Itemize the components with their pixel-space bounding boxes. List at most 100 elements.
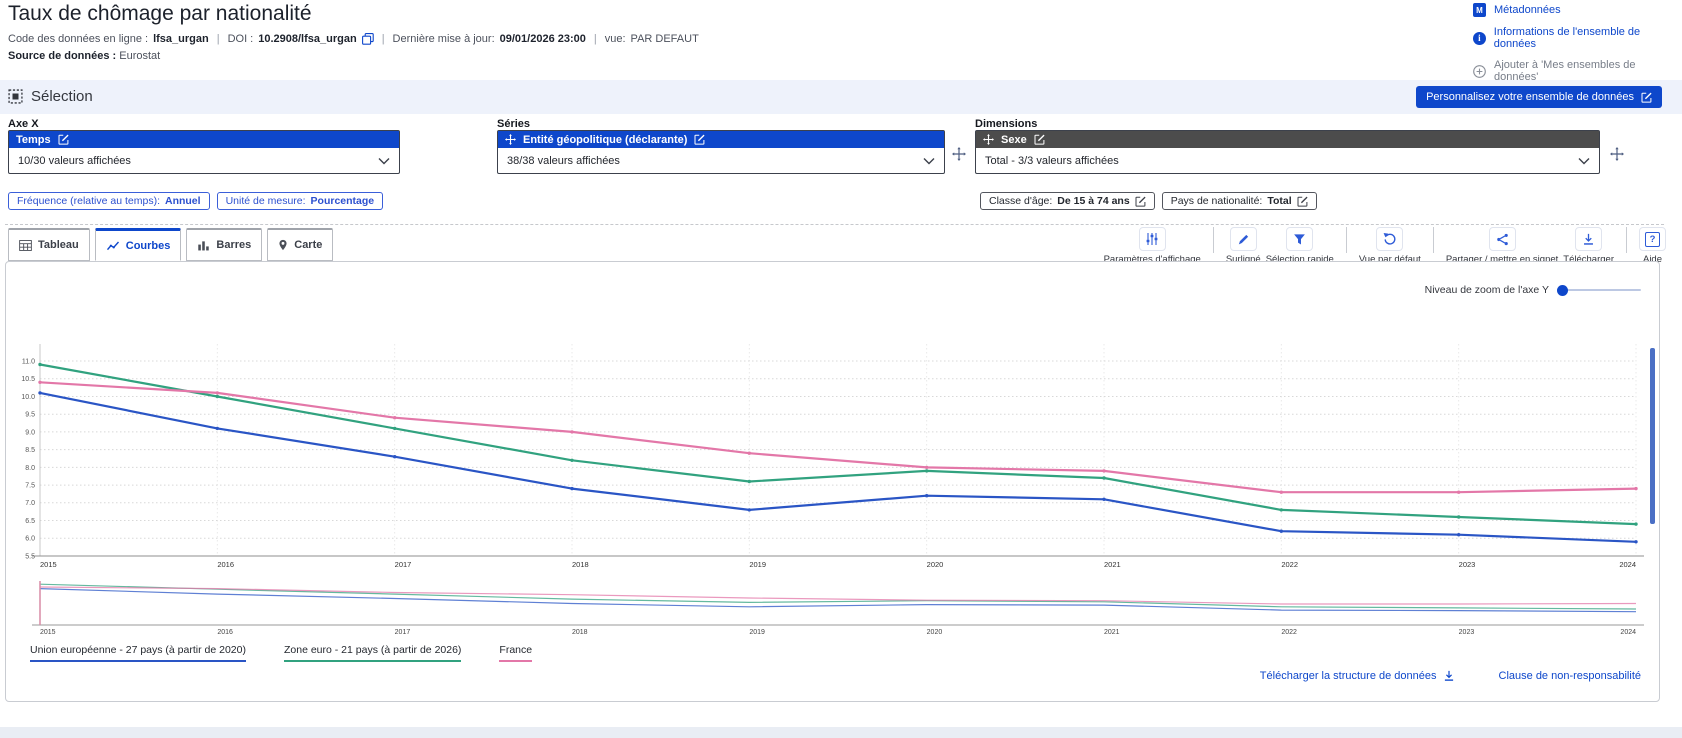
chart-toolbar: Paramètres d'affichage Surligné Sélectio… [1104, 227, 1666, 265]
move-icon[interactable] [505, 134, 516, 145]
legend-item[interactable]: France [499, 644, 532, 662]
svg-text:6.0: 6.0 [25, 536, 35, 543]
svg-text:2019: 2019 [749, 560, 766, 569]
page-title: Taux de chômage par nationalité [8, 2, 312, 26]
eurostat-data-browser: Taux de chômage par nationalité Code des… [0, 0, 1682, 738]
svg-text:2018: 2018 [572, 629, 588, 636]
sliders-icon [1145, 232, 1159, 246]
question-icon: ? [1645, 232, 1660, 247]
selection-marquee-icon [8, 89, 23, 104]
chevron-down-icon [1578, 157, 1590, 165]
highlight-button[interactable] [1230, 227, 1257, 251]
tab-carte[interactable]: Carte [267, 228, 333, 261]
table-icon [19, 240, 32, 251]
quick-selection-item: Sélection rapide [1266, 227, 1334, 265]
disclaimer-link[interactable]: Clause de non-responsabilité [1499, 670, 1641, 682]
default-view-button[interactable] [1376, 227, 1403, 251]
view-label: vue: [605, 33, 626, 45]
edit-icon[interactable] [58, 134, 69, 145]
svg-text:2021: 2021 [1104, 629, 1120, 636]
unit-chip[interactable]: Unité de mesure: Pourcentage [217, 192, 384, 210]
svg-text:2017: 2017 [395, 560, 412, 569]
funnel-icon [1293, 233, 1306, 246]
chart-panel: Niveau de zoom de l'axe Y 11.010.510.09.… [5, 261, 1660, 702]
chevron-down-icon [923, 157, 935, 165]
time-values-dropdown[interactable]: 10/30 valeurs affichées [9, 148, 399, 173]
page-footer-strip [0, 727, 1682, 738]
share-icon [1496, 233, 1509, 246]
chart-legend: Union européenne - 27 pays (à partir de … [30, 644, 532, 662]
download-structure-link[interactable]: Télécharger la structure de données [1260, 670, 1455, 682]
filter-chips-left: Fréquence (relative au temps): Annuel Un… [8, 192, 383, 210]
svg-text:11.0: 11.0 [22, 358, 35, 365]
updated-value: 09/01/2026 23:00 [500, 33, 586, 45]
default-view-item: Vue par défaut [1359, 227, 1421, 265]
pen-icon [1237, 233, 1250, 246]
view-value: PAR DEFAUT [631, 33, 699, 45]
svg-text:10.5: 10.5 [21, 376, 35, 383]
dataset-info-link[interactable]: i Informations de l'ensemble de données [1473, 26, 1682, 50]
age-class-chip[interactable]: Classe d'âge: De 15 à 74 ans [980, 192, 1155, 210]
y-axis-scrollbar[interactable] [1650, 348, 1655, 524]
view-tabs: Tableau Courbes Barres Carte [8, 228, 333, 261]
svg-text:9.5: 9.5 [25, 412, 35, 419]
download-button[interactable] [1575, 227, 1602, 251]
svg-text:2022: 2022 [1281, 560, 1298, 569]
svg-text:2017: 2017 [395, 629, 411, 636]
quick-selection-button[interactable] [1286, 227, 1313, 251]
selection-title: Sélection [8, 88, 93, 105]
svg-text:5.5: 5.5 [25, 553, 35, 560]
legend-item[interactable]: Union européenne - 27 pays (à partir de … [30, 644, 246, 662]
tab-tableau[interactable]: Tableau [8, 228, 90, 261]
svg-text:2016: 2016 [217, 560, 234, 569]
overview-chart[interactable]: 2015201620172018201920202021202220232024 [14, 578, 1650, 636]
sex-dimension-header: Sexe [976, 131, 1599, 148]
sex-values-dropdown[interactable]: Total - 3/3 valeurs affichées [976, 148, 1599, 173]
move-dimensions-handle-icon[interactable] [1610, 147, 1624, 161]
move-icon[interactable] [983, 134, 994, 145]
metadata-icon: M [1473, 3, 1486, 17]
svg-text:2023: 2023 [1459, 629, 1475, 636]
svg-text:2020: 2020 [927, 560, 944, 569]
info-icon: i [1473, 32, 1486, 45]
line-chart-icon [106, 240, 120, 251]
svg-text:6.5: 6.5 [25, 518, 35, 525]
slider-handle[interactable] [1557, 285, 1568, 296]
axis-x-panel: Temps 10/30 valeurs affichées [8, 130, 400, 174]
header-links: M Métadonnées i Informations de l'ensemb… [1473, 3, 1682, 83]
line-chart[interactable]: 11.010.510.09.59.08.58.07.57.06.56.05.52… [14, 328, 1650, 574]
frequency-chip[interactable]: Fréquence (relative au temps): Annuel [8, 192, 210, 210]
customize-dataset-button[interactable]: Personnalisez votre ensemble de données [1416, 86, 1662, 108]
copy-icon[interactable] [362, 33, 374, 45]
svg-text:2024: 2024 [1619, 560, 1636, 569]
filter-chips-right: Classe d'âge: De 15 à 74 ans Pays de nat… [980, 192, 1317, 210]
doi-label: DOI : [228, 33, 254, 45]
tab-courbes[interactable]: Courbes [95, 228, 182, 261]
axis-x-label: Axe X [8, 118, 39, 130]
svg-text:2022: 2022 [1281, 629, 1297, 636]
time-dimension-header: Temps [9, 131, 399, 148]
chevron-down-icon [378, 157, 390, 165]
move-series-handle-icon[interactable] [952, 147, 966, 161]
citizenship-chip[interactable]: Pays de nationalité: Total [1162, 192, 1317, 210]
data-source: Source de données : Eurostat [8, 50, 160, 62]
edit-icon[interactable] [694, 134, 705, 145]
map-pin-icon [278, 239, 288, 251]
svg-text:8.0: 8.0 [25, 465, 35, 472]
svg-text:10.0: 10.0 [21, 394, 35, 401]
geo-values-dropdown[interactable]: 38/38 valeurs affichées [498, 148, 944, 173]
doi-value: 10.2908/lfsa_urgan [258, 33, 356, 45]
help-item: ? Aide [1639, 227, 1666, 265]
display-settings-button[interactable] [1139, 227, 1166, 251]
y-zoom-slider[interactable] [1557, 284, 1641, 296]
metadata-link[interactable]: M Métadonnées [1473, 3, 1682, 17]
edit-icon[interactable] [1297, 196, 1308, 207]
help-button[interactable]: ? [1639, 227, 1666, 251]
edit-icon[interactable] [1135, 196, 1146, 207]
tab-barres[interactable]: Barres [186, 228, 262, 261]
display-settings-item: Paramètres d'affichage [1104, 227, 1201, 265]
legend-item[interactable]: Zone euro - 21 pays (à partir de 2026) [284, 644, 461, 662]
edit-icon [1641, 92, 1652, 103]
share-button[interactable] [1489, 227, 1516, 251]
edit-icon[interactable] [1034, 134, 1045, 145]
